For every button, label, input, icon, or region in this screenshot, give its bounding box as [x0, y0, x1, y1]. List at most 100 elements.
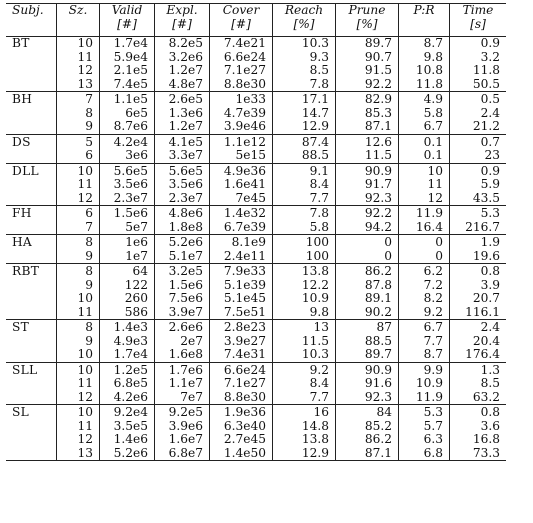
- table-row: BT 10 1.7e4 8.2e5 7.4e21 10.3 89.7 8.7 0.9: [6, 36, 506, 51]
- cell-cover: 6.3e40: [209, 419, 273, 433]
- cell-time: 0.8: [449, 263, 506, 279]
- cell-reach: 12.9: [272, 119, 336, 134]
- cell-pr-ratio: 10: [398, 162, 450, 178]
- cell-time: 116.1: [449, 305, 506, 320]
- cell-size: 11: [56, 50, 100, 64]
- cell-size: 9: [56, 334, 100, 348]
- cell-explored: 2.6e6: [154, 319, 210, 335]
- cell-cover: 7.4e31: [209, 347, 273, 362]
- cell-subject: BH: [6, 91, 57, 107]
- cell-cover: 2.7e45: [209, 432, 273, 447]
- cell-valid: 5.6e5: [99, 162, 155, 178]
- cell-explored: 1.2e7: [154, 63, 210, 78]
- cell-subject: [6, 292, 57, 306]
- cell-reach: 7.7: [272, 390, 336, 405]
- cell-subject: [6, 192, 57, 206]
- table-row: 12 1.4e6 1.6e7 2.7e45 13.8 86.2 6.3 16.8: [6, 432, 506, 447]
- cell-pr-ratio: 11: [398, 177, 450, 192]
- cell-pr-ratio: 16.4: [398, 220, 450, 235]
- cell-explored: 4.8e6: [154, 205, 210, 221]
- cell-valid: 1.7e4: [99, 347, 155, 362]
- cell-pr-ratio: 6.2: [398, 263, 450, 279]
- cell-prune: 90.9: [335, 162, 399, 178]
- cell-reach: 13: [272, 319, 336, 335]
- table-row: 6 3e6 3.3e7 5e15 88.5 11.5 0.1 23: [6, 148, 506, 163]
- cell-pr-ratio: 0: [398, 234, 450, 250]
- cell-valid: 1.7e4: [99, 36, 155, 51]
- cell-valid: 1.2e5: [99, 361, 155, 377]
- cell-prune: 89.1: [335, 291, 399, 306]
- cell-time: 0.9: [449, 162, 506, 178]
- cell-explored: 3.2e6: [154, 50, 210, 64]
- table-row: 12 4.2e6 7e7 8.8e30 7.7 92.3 11.9 63.2: [6, 390, 506, 405]
- cell-explored: 1.8e8: [154, 220, 210, 235]
- cell-cover: 1.4e50: [209, 446, 273, 461]
- col-header-subject: Subj.: [6, 3, 57, 37]
- cell-explored: 2.6e5: [154, 91, 210, 107]
- cell-pr-ratio: 10.8: [398, 63, 450, 78]
- cell-subject: [6, 178, 57, 192]
- cell-cover: 3.9e46: [209, 119, 273, 134]
- cell-time: 3.9: [449, 278, 506, 292]
- cell-size: 10: [56, 162, 100, 178]
- cell-reach: 12.9: [272, 446, 336, 461]
- cell-valid: 1.5e6: [99, 205, 155, 221]
- cell-pr-ratio: 9.8: [398, 50, 450, 64]
- cell-time: 20.7: [449, 291, 506, 306]
- cell-subject: [6, 64, 57, 78]
- cell-pr-ratio: 7.2: [398, 278, 450, 292]
- cell-subject: FH: [6, 205, 57, 221]
- cell-cover: 1.9e36: [209, 404, 273, 420]
- cell-valid: 1.4e6: [99, 432, 155, 447]
- cell-size: 10: [56, 361, 100, 377]
- cell-explored: 1.2e7: [154, 119, 210, 134]
- col-header-prune: Prune [%]: [335, 3, 399, 37]
- cell-pr-ratio: 5.7: [398, 419, 450, 433]
- cell-prune: 88.5: [335, 334, 399, 348]
- cell-pr-ratio: 10.9: [398, 376, 450, 391]
- cell-subject: [6, 306, 57, 320]
- cell-prune: 92.3: [335, 390, 399, 405]
- col-header-time: Time [s]: [449, 3, 506, 37]
- cell-size: 13: [56, 446, 100, 461]
- cell-time: 19.6: [449, 249, 506, 264]
- table-row: SL 10 9.2e4 9.2e5 1.9e36 16 84 5.3 0.8: [6, 404, 506, 420]
- cell-subject: ST: [6, 319, 57, 335]
- cell-valid: 6.8e5: [99, 376, 155, 391]
- table-row: 9 1e7 5.1e7 2.4e11 100 0 0 19.6: [6, 249, 506, 264]
- cell-time: 0.9: [449, 36, 506, 51]
- cell-reach: 14.7: [272, 106, 336, 120]
- cell-subject: [6, 433, 57, 447]
- cell-reach: 100: [272, 234, 336, 250]
- cell-prune: 87.1: [335, 119, 399, 134]
- cell-size: 6: [56, 148, 100, 163]
- cell-valid: 5e7: [99, 220, 155, 235]
- cell-cover: 8.8e30: [209, 390, 273, 405]
- cell-size: 5: [56, 133, 100, 149]
- cell-time: 0.7: [449, 133, 506, 149]
- cell-size: 13: [56, 77, 100, 92]
- col-header-explored: Expl. [#]: [154, 3, 210, 37]
- table-row: 7 5e7 1.8e8 6.7e39 5.8 94.2 16.4 216.7: [6, 220, 506, 235]
- cell-explored: 1.1e7: [154, 376, 210, 391]
- table-header: Subj. Sz. Valid [#] Expl. [#] Cover [#] Rea…: [6, 3, 506, 37]
- cell-time: 11.8: [449, 63, 506, 78]
- cell-reach: 8.4: [272, 376, 336, 391]
- cell-time: 5.3: [449, 205, 506, 221]
- cell-subject: [6, 279, 57, 293]
- cell-time: 21.2: [449, 119, 506, 134]
- cell-cover: 7.9e33: [209, 263, 273, 279]
- cell-cover: 2.8e23: [209, 319, 273, 335]
- cell-reach: 11.5: [272, 334, 336, 348]
- cell-pr-ratio: 5.3: [398, 404, 450, 420]
- cell-size: 6: [56, 205, 100, 221]
- cell-cover: 1.1e12: [209, 133, 273, 149]
- cell-time: 0.5: [449, 91, 506, 107]
- col-header-pr-ratio: P:R: [398, 3, 450, 37]
- cell-time: 16.8: [449, 432, 506, 447]
- cell-pr-ratio: 11.9: [398, 390, 450, 405]
- cell-subject: SLL: [6, 361, 57, 377]
- cell-explored: 1.5e6: [154, 278, 210, 292]
- cell-prune: 90.9: [335, 361, 399, 377]
